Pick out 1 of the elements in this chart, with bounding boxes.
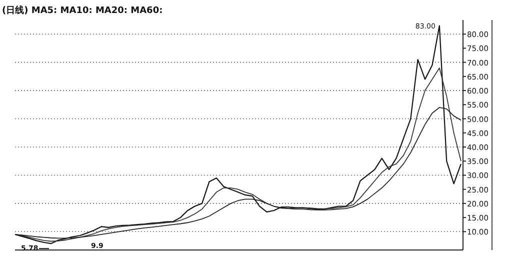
title: (日线) MA5: MA10: MA20: MA60: <box>2 6 163 16</box>
